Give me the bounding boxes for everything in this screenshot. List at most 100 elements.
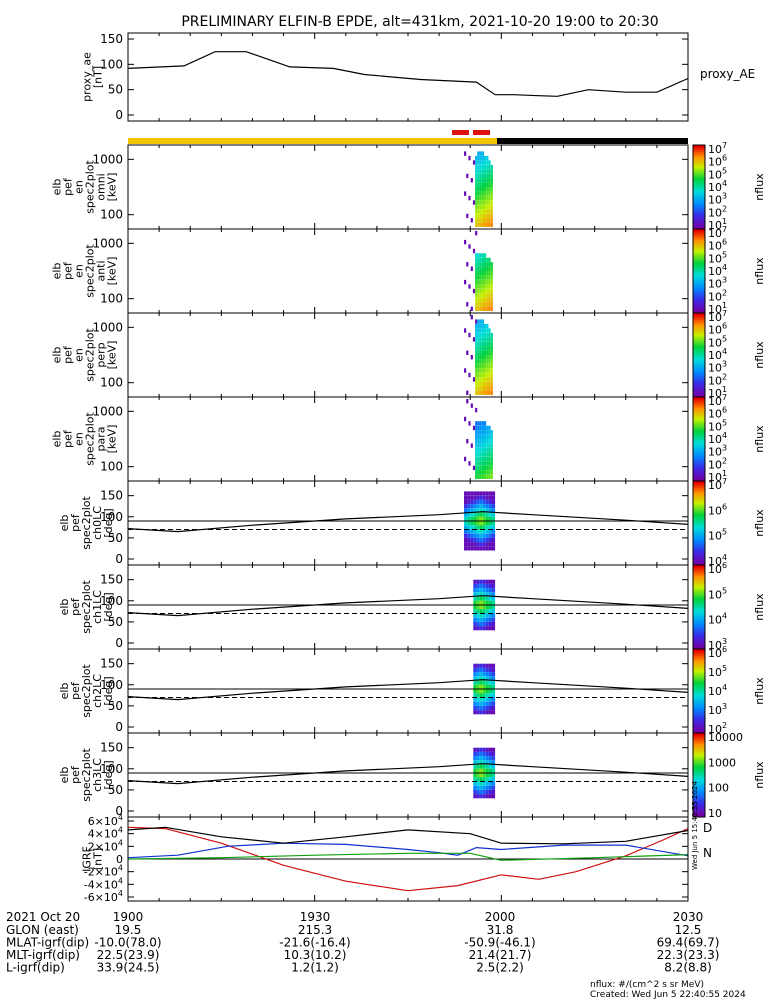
tick-label: 150: [100, 657, 123, 671]
spectrogram-cell: [486, 257, 489, 263]
spectrogram-cell: [470, 306, 473, 311]
colorbar-step: [693, 491, 705, 495]
colorbar-step: [693, 426, 705, 429]
spectrogram-cell: [479, 200, 482, 205]
spectrogram-cell: [477, 262, 480, 267]
spectrogram-cell: [490, 439, 493, 444]
spectrogram-cell: [490, 470, 493, 475]
spectrogram-cell: [479, 284, 482, 289]
pitch-angle-cell: [476, 684, 480, 689]
spectrogram-cell: [488, 425, 491, 431]
tick-label: 1000: [92, 236, 123, 250]
colorbar-step: [693, 600, 705, 604]
spectrogram-cell: [475, 155, 478, 161]
pitch-angle-cell: [482, 621, 486, 627]
spectrogram-cell: [488, 173, 491, 179]
colorbar-step: [693, 420, 705, 423]
tick-label: 104: [708, 612, 727, 627]
spectrogram-cell: [475, 173, 478, 179]
pitch-angle-cell: [482, 491, 486, 496]
pitch-angle-cell: [479, 537, 483, 543]
spectrogram-cell: [477, 319, 480, 324]
colorbar-step: [693, 674, 705, 677]
colorbar-step: [693, 342, 705, 345]
pitch-angle-cell: [488, 529, 492, 534]
colorbar-step: [693, 686, 705, 690]
pitch-angle-cell: [476, 777, 480, 782]
spectrogram-cell: [481, 319, 484, 324]
pitch-angle-cell: [482, 521, 486, 526]
spectrogram-cell: [486, 332, 489, 338]
panel-1: elbpefenspec2plotomni[keV]10010001011021…: [51, 141, 767, 232]
panel-8: elbpefspec2plotch3LC[deg]0 50 100 150 10 100 1…: [58, 731, 766, 820]
tick-label: 100: [100, 762, 123, 776]
colorbar-step: [693, 247, 705, 251]
pitch-angle-cell: [485, 609, 489, 614]
spectrogram-cell: [466, 213, 469, 219]
pitch-angle-cell: [476, 747, 480, 752]
series-line: [127, 595, 689, 617]
pitch-angle-cell: [476, 626, 480, 631]
pitch-angle-cell: [485, 533, 489, 538]
tick-label: 50: [108, 531, 123, 545]
pitch-angle-cell: [476, 512, 480, 517]
pitch-angle-cell: [479, 613, 483, 618]
status-marker: [452, 130, 469, 135]
colorbar-step: [693, 378, 705, 381]
colorbar-step: [693, 271, 705, 274]
spectrogram-cell: [477, 160, 480, 165]
pitch-angle-cell: [488, 600, 492, 605]
spectrogram-cell: [475, 306, 478, 311]
colorbar-step: [693, 168, 705, 171]
colorbar-step: [693, 724, 705, 728]
tick-label: 101: [708, 385, 727, 400]
spectrogram-cell: [477, 279, 480, 285]
spectrogram-cell: [475, 439, 478, 444]
spectrogram-cell: [475, 465, 478, 471]
tick-label: 10: [708, 807, 722, 820]
colorbar-step: [693, 638, 705, 642]
pitch-angle-cell: [467, 504, 471, 509]
pitch-angle-cell: [482, 504, 486, 509]
side-stamp: Wed Jun 5 15:40:55 2024: [691, 781, 699, 870]
spectrogram-cell: [490, 200, 493, 205]
spectrogram-cell: [481, 456, 484, 462]
spectrogram-cell: [477, 218, 480, 223]
colorbar-step: [693, 289, 705, 293]
spectrogram-cell: [488, 284, 491, 289]
y-axis-label: elbpefenspec2plotomni[keV]: [51, 160, 119, 214]
pitch-angle-cell: [488, 777, 492, 782]
spectrogram-cell: [490, 275, 493, 280]
colorbar-step: [693, 436, 705, 440]
colorbar-step: [693, 151, 705, 154]
spectrogram-cell: [484, 266, 487, 271]
colorbar-step: [693, 229, 705, 232]
spectrogram-cell: [475, 430, 478, 435]
pitch-angle-cell: [479, 512, 483, 517]
pitch-angle-cell: [488, 609, 492, 614]
spectrogram-cell: [479, 266, 482, 271]
colorbar-step: [693, 714, 705, 717]
tick-label: 100: [100, 57, 123, 71]
spectrogram-cell: [472, 200, 476, 205]
spectrogram-cell: [481, 151, 484, 156]
spectrogram-cell: [486, 386, 489, 391]
pitch-angle-cell: [488, 621, 492, 627]
spectrogram-cell: [472, 465, 476, 471]
pitch-angle-cell: [479, 583, 483, 589]
colorbar-step: [693, 720, 705, 723]
colorbar-step: [693, 659, 705, 663]
spectrogram-cell: [475, 452, 478, 457]
tick-label: 103: [708, 702, 727, 717]
spectrogram-cell: [484, 160, 487, 165]
colorbar-step: [693, 254, 705, 257]
spectrogram-cell: [475, 350, 478, 355]
pitch-angle-cell: [485, 705, 489, 711]
pitch-angle-cell: [473, 705, 477, 711]
spectrogram-cell: [490, 346, 493, 351]
colorbar-step: [693, 193, 705, 196]
spectrogram-cell: [472, 425, 476, 431]
colorbar-step: [693, 216, 705, 219]
tick-label: 50: [108, 615, 123, 629]
pitch-angle-cell: [485, 512, 489, 517]
